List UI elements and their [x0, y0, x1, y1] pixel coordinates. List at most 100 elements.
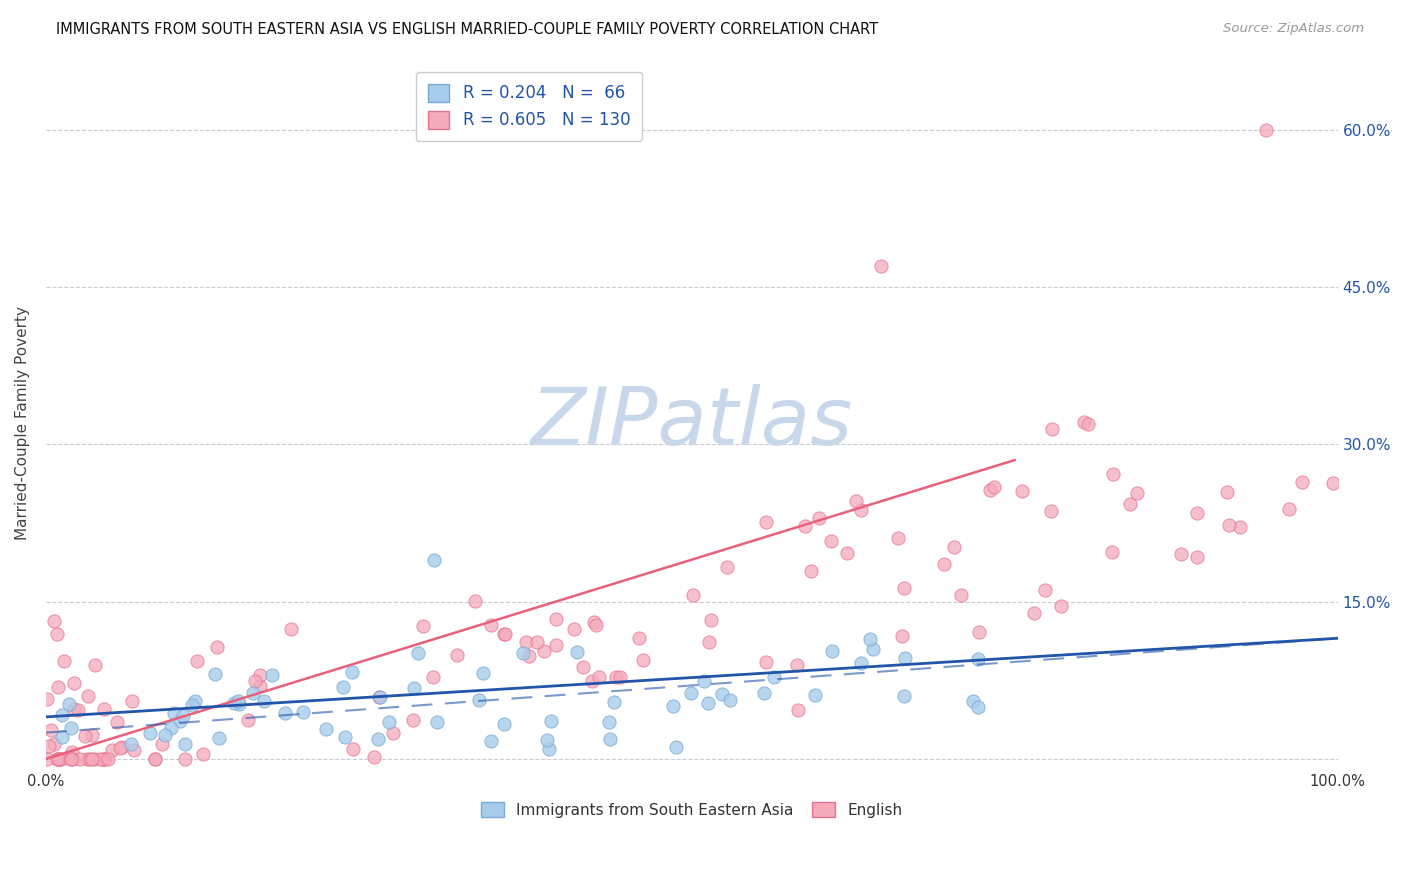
Point — [368, 690, 391, 704]
Point — [143, 752, 166, 766]
Point — [949, 589, 972, 603]
Point — [105, 715, 128, 730]
Point — [402, 713, 425, 727]
Point — [979, 483, 1001, 497]
Point — [966, 652, 988, 666]
Point — [45, 752, 67, 766]
Point — [821, 644, 844, 658]
Point — [37, 752, 59, 766]
Point — [191, 747, 214, 762]
Point — [253, 693, 276, 707]
Point — [236, 713, 259, 727]
Point — [893, 582, 915, 596]
Point — [820, 534, 842, 549]
Point — [222, 697, 245, 711]
Point — [716, 560, 738, 574]
Point — [692, 674, 714, 689]
Legend: Immigrants from South Eastern Asia, English: Immigrants from South Eastern Asia, Engl… — [475, 796, 908, 824]
Point — [46, 681, 69, 695]
Point — [204, 667, 226, 681]
Point — [93, 702, 115, 716]
Point — [79, 752, 101, 766]
Point — [662, 699, 685, 714]
Point — [49, 752, 72, 766]
Point — [752, 685, 775, 699]
Point — [544, 638, 567, 652]
Point — [76, 689, 98, 703]
Point — [479, 617, 502, 632]
Point — [793, 519, 815, 533]
Point — [46, 752, 69, 766]
Point — [207, 731, 229, 745]
Point — [274, 706, 297, 720]
Point — [862, 642, 884, 657]
Point — [471, 665, 494, 680]
Point — [845, 494, 868, 508]
Point — [426, 715, 449, 730]
Point — [186, 654, 208, 668]
Point — [381, 726, 404, 740]
Point — [169, 714, 191, 729]
Point — [546, 611, 568, 625]
Point — [1024, 606, 1046, 620]
Point — [342, 741, 364, 756]
Point — [249, 668, 271, 682]
Point — [492, 627, 515, 641]
Point — [585, 618, 607, 632]
Point — [121, 694, 143, 708]
Point — [406, 646, 429, 660]
Point — [572, 660, 595, 674]
Point — [124, 743, 146, 757]
Point — [851, 657, 873, 671]
Point — [62, 752, 84, 766]
Point — [763, 669, 786, 683]
Point — [679, 686, 702, 700]
Point — [226, 693, 249, 707]
Point — [603, 695, 626, 709]
Point — [100, 743, 122, 757]
Point — [446, 648, 468, 662]
Point — [332, 681, 354, 695]
Point — [962, 694, 984, 708]
Point — [983, 480, 1005, 494]
Point — [538, 741, 561, 756]
Point — [228, 697, 250, 711]
Point — [894, 650, 917, 665]
Point — [468, 692, 491, 706]
Point — [588, 670, 610, 684]
Point — [787, 703, 810, 717]
Point — [53, 654, 76, 668]
Text: Source: ZipAtlas.com: Source: ZipAtlas.com — [1223, 22, 1364, 36]
Point — [803, 688, 825, 702]
Point — [893, 689, 915, 703]
Point — [628, 631, 651, 645]
Point — [598, 714, 620, 729]
Point — [1039, 504, 1062, 518]
Point — [60, 721, 83, 735]
Point — [60, 752, 83, 766]
Point — [1077, 417, 1099, 431]
Point — [378, 714, 401, 729]
Point — [83, 752, 105, 766]
Point — [837, 546, 859, 560]
Point — [870, 259, 893, 273]
Point — [540, 714, 562, 728]
Point — [59, 752, 82, 766]
Point — [1033, 583, 1056, 598]
Point — [412, 619, 434, 633]
Point — [46, 627, 69, 641]
Point — [181, 698, 204, 713]
Point — [108, 740, 131, 755]
Point — [1185, 507, 1208, 521]
Point — [73, 729, 96, 743]
Point — [1291, 475, 1313, 490]
Point — [91, 752, 114, 766]
Text: IMMIGRANTS FROM SOUTH EASTERN ASIA VS ENGLISH MARRIED-COUPLE FAMILY POVERTY CORR: IMMIGRANTS FROM SOUTH EASTERN ASIA VS EN… — [56, 22, 879, 37]
Point — [174, 752, 197, 766]
Point — [243, 673, 266, 688]
Point — [184, 693, 207, 707]
Point — [886, 531, 908, 545]
Point — [1218, 517, 1240, 532]
Point — [363, 749, 385, 764]
Point — [367, 731, 389, 746]
